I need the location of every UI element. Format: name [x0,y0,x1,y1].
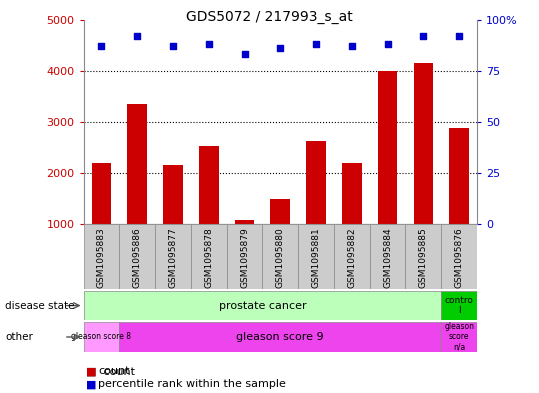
Text: GSM1095885: GSM1095885 [419,227,428,288]
Text: ■: ■ [86,366,96,376]
Bar [342,163,362,224]
Bar [441,224,477,289]
Bar [306,141,326,224]
Point [312,41,320,47]
Point [204,41,213,47]
Text: ■: ■ [86,379,96,389]
Point [348,43,356,50]
Text: GSM1095884: GSM1095884 [383,227,392,288]
Text: GSM1095878: GSM1095878 [204,227,213,288]
Bar [199,146,219,224]
Text: prostate cancer: prostate cancer [219,301,306,310]
Bar [84,224,119,289]
Bar [84,322,119,352]
Text: ■  count: ■ count [86,366,135,376]
Text: GSM1095881: GSM1095881 [312,227,321,288]
Bar [405,224,441,289]
Bar [441,291,477,320]
Bar [450,129,469,224]
Text: GSM1095876: GSM1095876 [454,227,464,288]
Text: GSM1095877: GSM1095877 [169,227,177,288]
Point [240,51,249,57]
Point [169,43,177,50]
Text: other: other [5,332,33,342]
Bar [119,322,441,352]
Text: GDS5072 / 217993_s_at: GDS5072 / 217993_s_at [186,10,353,24]
Text: GSM1095880: GSM1095880 [276,227,285,288]
Text: count: count [98,366,129,376]
Bar [298,224,334,289]
Bar [441,322,477,352]
Bar [234,220,254,224]
Bar [155,224,191,289]
Text: percentile rank within the sample: percentile rank within the sample [98,379,286,389]
Point [133,33,142,39]
Text: gleason
score
n/a: gleason score n/a [444,322,474,352]
Bar [127,104,147,224]
Point [419,33,427,39]
Bar [413,63,433,224]
Text: GSM1095886: GSM1095886 [133,227,142,288]
Bar [163,165,183,224]
Bar [271,199,290,224]
Point [276,45,285,51]
Text: GSM1095883: GSM1095883 [97,227,106,288]
Text: contro
l: contro l [445,296,474,315]
Text: gleason score 8: gleason score 8 [72,332,132,342]
Bar [334,224,370,289]
Text: GSM1095882: GSM1095882 [347,227,356,288]
Text: GSM1095879: GSM1095879 [240,227,249,288]
Point [455,33,464,39]
Bar [119,224,155,289]
Text: disease state: disease state [5,301,75,310]
Point [383,41,392,47]
Bar [262,224,298,289]
Bar [191,224,226,289]
Point [97,43,106,50]
Bar [92,163,111,224]
Bar [226,224,262,289]
Bar [378,71,397,224]
Text: gleason score 9: gleason score 9 [237,332,324,342]
Bar [370,224,405,289]
